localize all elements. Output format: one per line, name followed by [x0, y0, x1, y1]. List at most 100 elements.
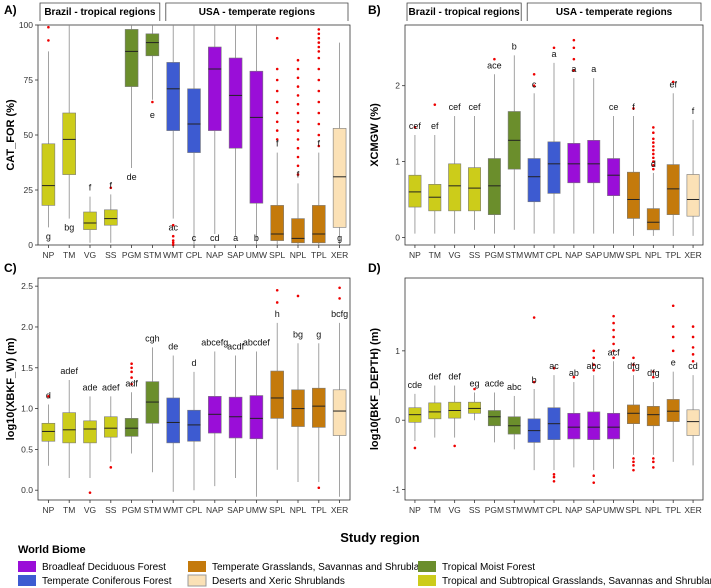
outlier-point: [317, 122, 321, 126]
outlier-point: [572, 57, 576, 61]
box-umw: ce: [607, 102, 621, 234]
iqr-box: [187, 409, 201, 442]
x-tick-label: XER: [684, 505, 701, 515]
iqr-box: [627, 171, 640, 219]
outlier-point: [612, 342, 615, 346]
box-umw: b: [249, 25, 264, 245]
y-tick-label: 2.5: [21, 281, 33, 291]
box-tm: adef: [60, 366, 78, 478]
significance-letter: a: [571, 64, 576, 74]
significance-letter: b: [254, 233, 259, 243]
x-tick-label: CPL: [186, 250, 203, 260]
x-tick-label: TM: [63, 505, 75, 515]
iqr-box: [124, 418, 139, 437]
outlier-point: [275, 138, 279, 141]
outlier-point: [473, 387, 476, 391]
x-tick-label: TPL: [311, 250, 327, 260]
outlier-point: [317, 100, 321, 104]
y-tick-label: 1: [395, 346, 400, 356]
iqr-box: [62, 112, 76, 175]
outlier-point: [691, 325, 695, 328]
outlier-point: [652, 164, 655, 167]
box-tm: def: [428, 372, 442, 438]
outlier-point: [552, 46, 556, 50]
outlier-point: [275, 288, 279, 292]
iqr-box: [249, 395, 264, 440]
legend-swatch-tgs: [188, 561, 206, 572]
outlier-point: [88, 491, 92, 494]
x-tick-label: STM: [505, 505, 523, 515]
significance-letter: b: [532, 375, 537, 385]
x-tick-label: UMW: [603, 250, 624, 260]
legend-swatch-dxs: [187, 574, 207, 587]
significance-letter: de: [127, 172, 137, 182]
significance-letter: adef: [102, 382, 120, 392]
significance-letter: cgh: [145, 333, 160, 343]
outlier-point: [296, 67, 300, 71]
iqr-box: [646, 208, 660, 231]
outlier-point: [296, 155, 300, 159]
significance-letter: f: [110, 180, 113, 190]
significance-letter: def: [429, 372, 442, 382]
iqr-box: [145, 33, 160, 57]
y-tick-label: 50: [24, 130, 34, 140]
outlier-point: [296, 138, 300, 141]
box-spl: f: [627, 102, 640, 236]
outlier-point: [652, 141, 655, 144]
outlier-point: [151, 100, 154, 104]
iqr-box: [291, 218, 305, 244]
box-stm: b: [507, 41, 521, 230]
outlier-point: [296, 102, 300, 106]
outlier-point: [671, 325, 675, 328]
significance-letter: a: [591, 64, 596, 74]
significance-letter: cde: [408, 380, 423, 390]
outlier-point: [691, 335, 695, 339]
iqr-box: [83, 420, 97, 444]
x-tick-label: XER: [331, 505, 348, 515]
significance-letter: def: [448, 372, 461, 382]
x-tick-label: VG: [449, 505, 461, 515]
group-label-brazil: Brazil - tropical regions: [44, 7, 156, 18]
panel-b: B) XCMGW (%) 0 1 2 Brazil - tropical regions U…: [368, 2, 704, 260]
x-tick-label: WMT: [524, 250, 544, 260]
iqr-box: [228, 396, 243, 439]
x-tick-label: SAP: [585, 250, 602, 260]
outlier-point: [296, 76, 300, 80]
outlier-point: [296, 111, 300, 115]
outlier-point: [296, 85, 300, 88]
iqr-box: [666, 164, 680, 215]
box-sap: abc: [586, 349, 601, 484]
legend-swatch-tsg: [418, 575, 436, 586]
panel-d: D)log10(BKF_DEPTH) (m)-101cdeNPdefTMdefV…: [368, 261, 704, 515]
group-bracket-brazil: [406, 2, 522, 21]
outlier-point: [691, 353, 695, 356]
outlier-point: [592, 363, 596, 367]
significance-letter: f: [632, 102, 635, 112]
outlier-point: [632, 464, 635, 467]
outlier-point: [652, 370, 655, 373]
box-cpl: d: [187, 358, 201, 491]
box-wmt: b: [527, 316, 541, 471]
panel-label: A): [4, 3, 17, 17]
outlier-point: [671, 335, 675, 339]
y-tick-label: -1: [392, 485, 400, 495]
box-ss: adef: [102, 382, 120, 469]
box-pgm: adf: [124, 362, 139, 454]
significance-letter: acdf: [227, 342, 245, 352]
outlier-point: [296, 120, 300, 124]
x-tick-label: STM: [143, 505, 161, 515]
y-axis-label: CAT_FOR (%): [5, 99, 17, 171]
panel-c: C) log10(XBKF_W) (m) 0.0 0.5 1.0 1.5 2.0 2.5 d NP…: [4, 261, 351, 515]
iqr-box: [187, 88, 201, 153]
outlier-point: [317, 32, 321, 36]
outlier-point: [47, 25, 50, 29]
outlier-point: [130, 382, 133, 386]
outlier-point: [109, 466, 113, 469]
outlier-point: [612, 314, 615, 318]
significance-letter: bcfg: [331, 309, 348, 319]
outlier-point: [612, 349, 615, 353]
x-tick-label: SPL: [269, 250, 285, 260]
significance-letter: d: [651, 159, 656, 169]
outlier-point: [433, 103, 437, 106]
box-tm: ef: [428, 103, 442, 234]
